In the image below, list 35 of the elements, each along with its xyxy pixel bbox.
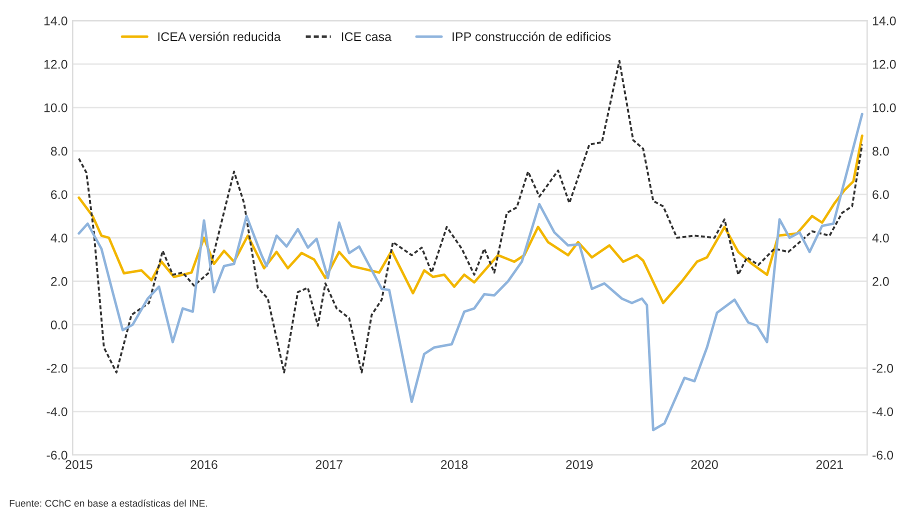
y-tick-label: 12.0 <box>44 60 68 69</box>
y-tick-label: 10.0 <box>44 103 68 112</box>
x-tick-label: 2015 <box>66 460 92 470</box>
y2-tick-label: 6.0 <box>872 190 889 200</box>
x-tick-label: 2016 <box>190 460 218 470</box>
y2-tick-label: -6.0 <box>872 450 894 460</box>
x-tick-label: 2020 <box>691 460 718 470</box>
line-series <box>78 134 864 304</box>
x-tick-label: 2017 <box>316 460 342 470</box>
y-tick-label: 14.0 <box>44 16 68 26</box>
legend-label: ICE casa <box>342 32 392 42</box>
x-tick-label: 2021 <box>816 460 843 470</box>
legend-label: IPP construcción de edificios <box>452 32 611 42</box>
x-tick-label: 2018 <box>440 460 468 470</box>
y-tick-label: 8.0 <box>50 146 68 156</box>
y2-tick-label: -4.0 <box>872 407 894 416</box>
y2-tick-label: 2.0 <box>872 277 889 286</box>
line-series <box>78 60 864 374</box>
y2-tick-label: -2.0 <box>872 364 894 373</box>
y-tick-label: 6.0 <box>51 190 68 200</box>
y2-tick-label: 10.0 <box>872 103 896 112</box>
x-tick-label: 2019 <box>566 460 593 470</box>
y-tick-label: -6.0 <box>46 450 68 460</box>
y-tick-label: 4.0 <box>50 234 68 242</box>
source-note: Fuente: CChC en base a estadísticas del INE. <box>10 500 208 507</box>
y-tick-label: 0.0 <box>50 320 68 330</box>
y-tick-label: -4.0 <box>46 407 68 416</box>
y-tick-label: -2.0 <box>46 364 68 373</box>
y2-tick-label: 12.0 <box>872 60 896 69</box>
y-tick-label: 2.0 <box>51 277 68 286</box>
y2-tick-label: 4.0 <box>872 234 889 242</box>
y2-tick-label: 8.0 <box>872 146 889 156</box>
y2-tick-label: 14.0 <box>872 16 896 26</box>
line-series <box>78 112 864 432</box>
legend-label: ICEA versión reducida <box>158 32 281 42</box>
